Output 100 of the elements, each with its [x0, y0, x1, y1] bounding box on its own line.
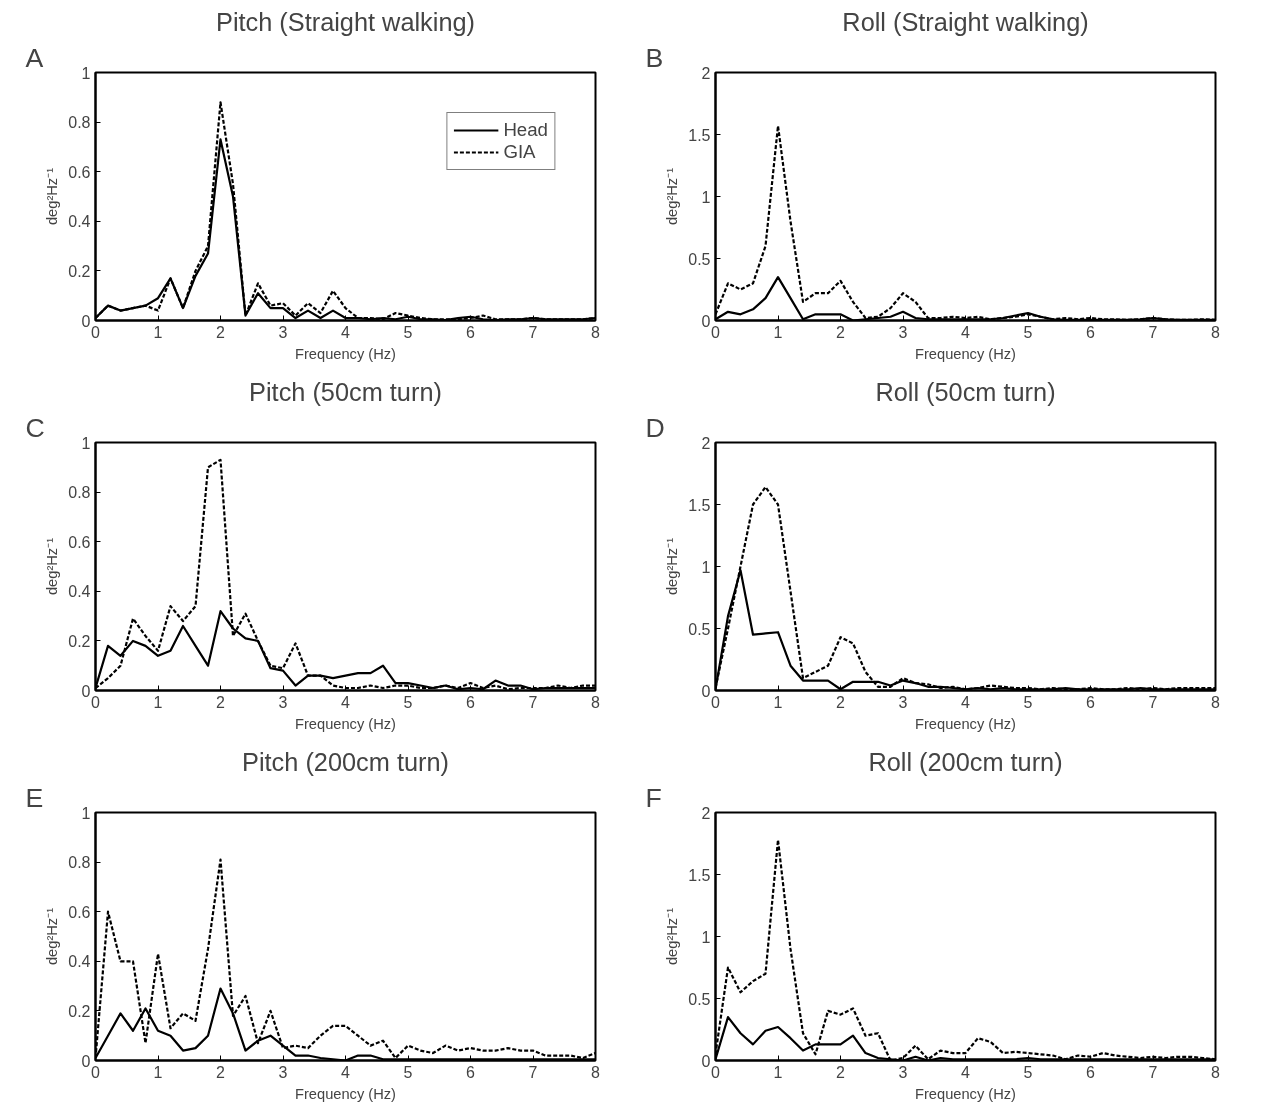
y-tick-label: 0.4 — [68, 213, 91, 231]
x-tick-label: 6 — [466, 693, 476, 711]
x-tick-label: 4 — [341, 323, 351, 341]
y-tick-label: 0.8 — [68, 854, 91, 872]
x-tick-label: 8 — [591, 1063, 601, 1081]
y-tick-label: 1.5 — [688, 496, 711, 514]
x-axis-title: Frequency (Hz) — [915, 345, 1016, 362]
x-tick-label: 8 — [1211, 1063, 1221, 1081]
x-tick-label: 2 — [836, 693, 846, 711]
chart-title: Roll (200cm turn) — [868, 747, 1063, 776]
y-axis-title: deg²Hz⁻¹ — [44, 537, 61, 596]
x-tick-label: 5 — [1023, 323, 1033, 341]
x-tick-label: 3 — [278, 1063, 288, 1081]
chart-title: Pitch (Straight walking) — [216, 7, 476, 36]
y-tick-label: 0.4 — [68, 953, 91, 971]
y-tick-label: 1 — [81, 434, 91, 452]
x-tick-label: 7 — [1148, 323, 1158, 341]
x-axis-title: Frequency (Hz) — [295, 345, 396, 362]
x-tick-label: 2 — [216, 1063, 226, 1081]
x-tick-label: 3 — [898, 1063, 908, 1081]
x-tick-label: 1 — [153, 1063, 163, 1081]
x-tick-label: 5 — [403, 693, 413, 711]
y-tick-label: 0.2 — [68, 1002, 91, 1020]
x-tick-label: 6 — [466, 323, 476, 341]
x-tick-label: 8 — [591, 323, 601, 341]
y-tick-label: 0 — [81, 312, 91, 330]
y-tick-label: 1.5 — [688, 866, 711, 884]
y-axis-title: deg²Hz⁻¹ — [44, 907, 61, 966]
x-tick-label: 2 — [216, 323, 226, 341]
chart-title: Pitch (50cm turn) — [249, 377, 442, 406]
y-tick-label: 1 — [81, 64, 91, 82]
x-tick-label: 7 — [1148, 693, 1158, 711]
x-tick-label: 7 — [528, 693, 538, 711]
text: B — [645, 42, 664, 73]
x-tick-label: 1 — [153, 693, 163, 711]
x-axis-title: Frequency (Hz) — [295, 715, 396, 732]
text: C — [25, 412, 45, 443]
y-tick-label: 2 — [701, 434, 711, 452]
y-axis-title: deg²Hz⁻¹ — [664, 167, 681, 226]
x-tick-label: 4 — [341, 693, 351, 711]
legend-label: Head — [503, 119, 548, 141]
x-tick-label: 2 — [836, 1063, 846, 1081]
x-tick-label: 5 — [1023, 1063, 1033, 1081]
y-tick-label: 0.8 — [68, 114, 91, 132]
x-tick-label: 2 — [216, 693, 226, 711]
x-tick-label: 4 — [961, 323, 971, 341]
y-tick-label: 0.8 — [68, 484, 91, 502]
x-tick-label: 5 — [403, 323, 413, 341]
chart-title: Roll (Straight walking) — [842, 7, 1089, 36]
x-tick-label: 5 — [403, 1063, 413, 1081]
x-tick-label: 1 — [773, 323, 783, 341]
y-tick-label: 0.2 — [68, 632, 91, 650]
legend-label: GIA — [503, 141, 536, 163]
y-tick-label: 2 — [701, 804, 711, 822]
y-tick-label: 0 — [81, 682, 91, 700]
x-tick-label: 4 — [961, 1063, 971, 1081]
x-tick-label: 6 — [1086, 1063, 1096, 1081]
x-tick-label: 6 — [1086, 693, 1096, 711]
y-tick-label: 0.6 — [68, 533, 91, 551]
x-axis-title: Frequency (Hz) — [915, 715, 1016, 732]
y-tick-label: 1 — [81, 804, 91, 822]
y-tick-label: 0 — [701, 1052, 711, 1070]
x-tick-label: 7 — [528, 323, 538, 341]
x-tick-label: 7 — [1148, 1063, 1158, 1081]
y-tick-label: 1 — [701, 188, 711, 206]
y-axis-title: deg²Hz⁻¹ — [44, 167, 61, 226]
y-axis-title: deg²Hz⁻¹ — [664, 907, 681, 966]
x-tick-label: 1 — [773, 693, 783, 711]
text: F — [645, 782, 662, 813]
y-tick-label: 1 — [701, 928, 711, 946]
x-tick-label: 8 — [591, 693, 601, 711]
text: E — [25, 782, 44, 813]
chart-title: Pitch (200cm turn) — [242, 747, 449, 776]
y-tick-label: 2 — [701, 64, 711, 82]
x-tick-label: 3 — [898, 693, 908, 711]
y-tick-label: 1 — [701, 558, 711, 576]
y-tick-label: 0 — [701, 682, 711, 700]
x-axis-title: Frequency (Hz) — [915, 1085, 1016, 1102]
x-tick-label: 1 — [773, 1063, 783, 1081]
x-tick-label: 8 — [1211, 323, 1221, 341]
y-tick-label: 0.5 — [688, 620, 711, 638]
y-tick-label: 0.6 — [68, 903, 91, 921]
y-tick-label: 1.5 — [688, 126, 711, 144]
text: A — [25, 42, 44, 73]
y-tick-label: 0.4 — [68, 583, 91, 601]
y-tick-label: 0.6 — [68, 163, 91, 181]
y-tick-label: 0.2 — [68, 262, 91, 280]
x-tick-label: 1 — [153, 323, 163, 341]
x-tick-label: 3 — [898, 323, 908, 341]
y-tick-label: 0 — [81, 1052, 91, 1070]
y-tick-label: 0.5 — [688, 250, 711, 268]
chart-title: Roll (50cm turn) — [875, 377, 1056, 406]
x-tick-label: 4 — [341, 1063, 351, 1081]
x-tick-label: 7 — [528, 1063, 538, 1081]
x-axis-title: Frequency (Hz) — [295, 1085, 396, 1102]
x-tick-label: 5 — [1023, 693, 1033, 711]
x-tick-label: 6 — [1086, 323, 1096, 341]
x-tick-label: 6 — [466, 1063, 476, 1081]
x-tick-label: 8 — [1211, 693, 1221, 711]
y-tick-label: 0 — [701, 312, 711, 330]
